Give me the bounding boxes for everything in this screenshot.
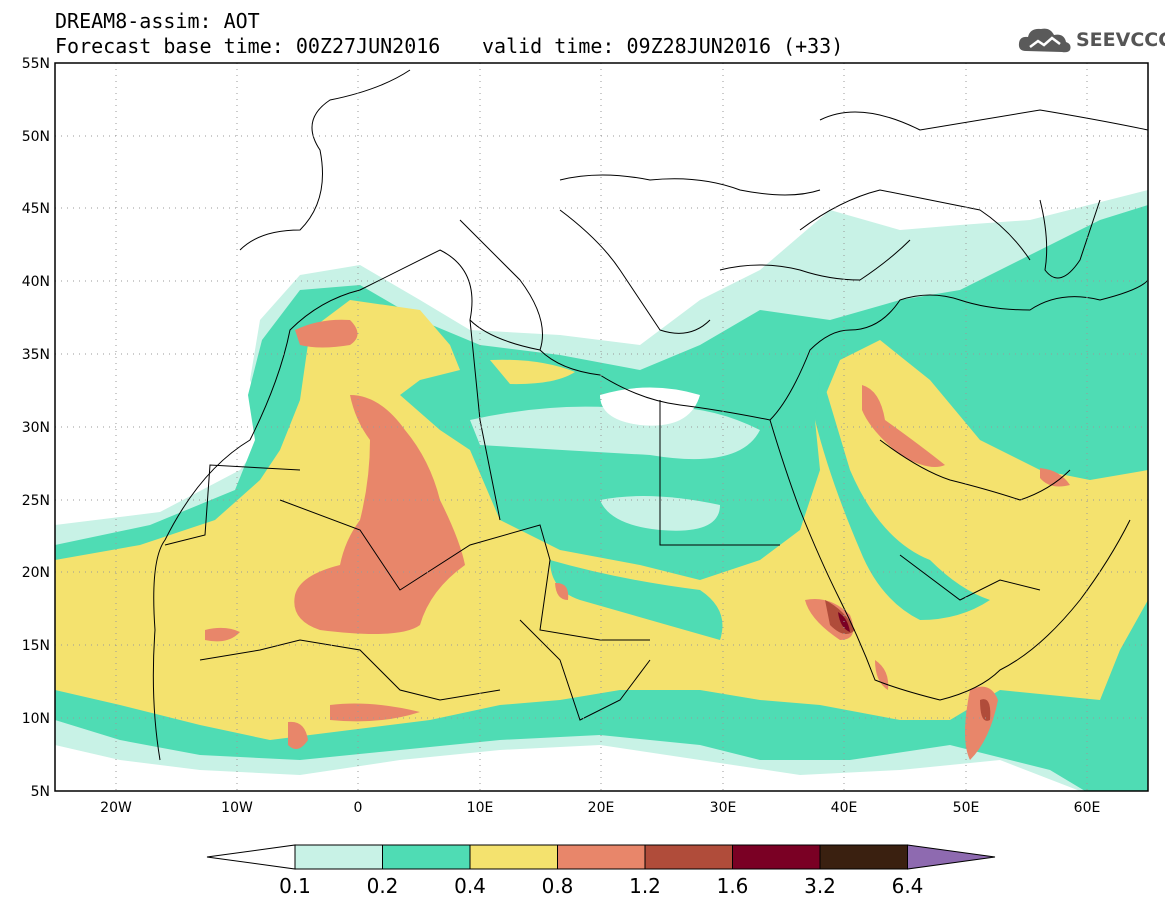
colorbar-tick: 3.2: [804, 874, 836, 898]
colorbar-segment: [819, 844, 908, 870]
lat-label: 40N: [22, 274, 50, 290]
lat-label: 45N: [22, 201, 50, 217]
lat-label: 5N: [31, 784, 50, 800]
grid: [55, 63, 1148, 791]
lat-label: 30N: [22, 420, 50, 436]
colorbar-tick: 1.6: [717, 874, 749, 898]
lon-label: 40E: [831, 800, 858, 816]
lat-label: 10N: [22, 711, 50, 727]
coastlines: [152, 69, 1148, 761]
aot-field: [55, 63, 1148, 791]
colorbar-segment: [469, 844, 558, 870]
colorbar-tick: 1.2: [629, 874, 661, 898]
colorbar-segment: [382, 844, 471, 870]
lon-label: 10E: [467, 800, 494, 816]
cloud-icon: [1018, 28, 1071, 53]
colorbar-high-arrow: [907, 844, 996, 870]
colorbar-tick: 0.2: [367, 874, 399, 898]
lat-label: 20N: [22, 565, 50, 581]
lat-label: 35N: [22, 347, 50, 363]
lon-label: 0: [354, 800, 363, 816]
colorbar-tick: 0.1: [279, 874, 311, 898]
map-frame: [54, 62, 1149, 792]
lon-label: 20E: [588, 800, 615, 816]
lat-label: 15N: [22, 638, 50, 654]
lon-label: 60E: [1074, 800, 1101, 816]
base-time: Forecast base time: 00Z27JUN2016: [55, 34, 441, 58]
colorbar-segment: [557, 844, 646, 870]
seevccc-logo: SEEVCCC: [1016, 23, 1165, 57]
colorbar: 0.1 0.2 0.4 0.8 1.2 1.6 3.2 6.4: [206, 844, 996, 898]
colorbar-segment: [732, 844, 821, 870]
model-title: DREAM8-assim: AOT: [55, 9, 260, 33]
valid-time: valid time: 09Z28JUN2016 (+33): [482, 34, 844, 58]
colorbar-tick: 6.4: [892, 874, 924, 898]
lat-label: 25N: [22, 493, 50, 509]
colorbar-segment: [294, 844, 383, 870]
lon-label: 10W: [221, 800, 253, 816]
lat-label: 55N: [22, 56, 50, 72]
colorbar-segment: [644, 844, 733, 870]
lat-labels: 55N 50N 45N 40N 35N 30N 25N 20N 15N 10N …: [22, 56, 50, 800]
lon-label: 20W: [100, 800, 132, 816]
lon-label: 30E: [710, 800, 737, 816]
lon-labels: 20W 10W 0 10E 20E 30E 40E 50E 60E: [100, 800, 1100, 816]
colorbar-low-arrow: [206, 844, 296, 870]
colorbar-tick: 0.8: [542, 874, 574, 898]
lat-label: 50N: [22, 129, 50, 145]
colorbar-tick: 0.4: [454, 874, 486, 898]
logo-text: SEEVCCC: [1076, 29, 1165, 51]
lon-label: 50E: [953, 800, 980, 816]
aot-band-orange: [294, 395, 465, 634]
